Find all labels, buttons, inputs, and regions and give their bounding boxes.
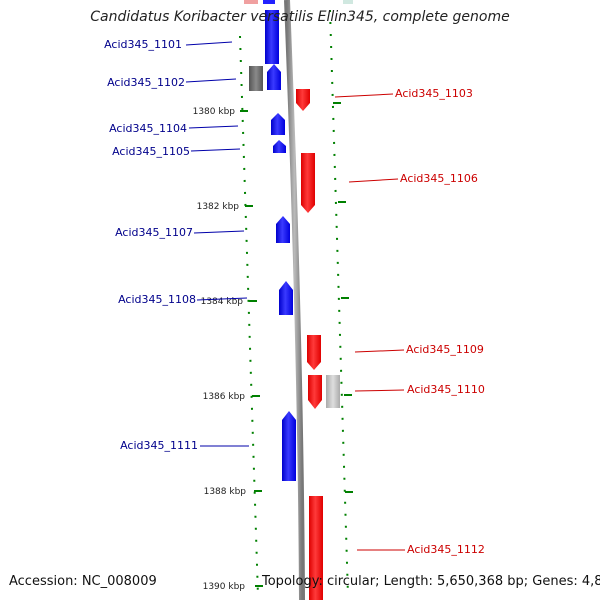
gene-arrow-acid345-1105[interactable] (273, 140, 286, 153)
leader-line (348, 178, 399, 183)
scale-label: 1380 kbp (193, 107, 236, 117)
clipped-gene-top-blue (263, 0, 275, 4)
tick-track-left (239, 35, 259, 597)
leader-line (334, 93, 394, 98)
gene-arrow-acid345-1104[interactable] (271, 113, 285, 135)
gene-arrow-acid345-1106[interactable] (301, 153, 315, 213)
gene-label[interactable]: Acid345_1102 (107, 76, 185, 89)
gene-label[interactable]: Acid345_1109 (406, 343, 484, 356)
clipped-gene-top-red (244, 0, 258, 4)
gene-arrow-acid345-1108[interactable] (279, 281, 293, 315)
leader-line (185, 78, 237, 83)
gene-arrow-acid345-1102[interactable] (267, 64, 281, 90)
gene-arrow-acid345-1112[interactable] (309, 496, 323, 600)
leader-line (354, 389, 405, 392)
scale-label: 1390 kbp (203, 582, 246, 592)
leader-line (193, 230, 245, 234)
gene-label[interactable]: Acid345_1106 (400, 172, 478, 185)
accession-info: Accession: NC_008009 (9, 574, 157, 589)
gene-label[interactable]: Acid345_1103 (395, 87, 473, 100)
reverse-strand-genes (296, 89, 340, 600)
gene-label[interactable]: Acid345_1111 (120, 439, 198, 452)
genome-title: Candidatus Koribacter versatilis Ellin34… (90, 9, 510, 25)
gene-arrow-acid345-1111[interactable] (282, 411, 296, 481)
gene-arrow-acid345-1107[interactable] (276, 216, 290, 243)
gene-arrow-acid345-1103[interactable] (296, 89, 310, 111)
leader-line (188, 125, 239, 129)
leader-line (354, 349, 405, 353)
scale-label: 1386 kbp (203, 392, 246, 402)
gene-arrow-acid345-1109[interactable] (307, 335, 321, 370)
scale-label: 1384 kbp (201, 297, 244, 307)
genome-backbone (284, 0, 305, 600)
gene-label[interactable]: Acid345_1104 (109, 122, 187, 135)
leader-line (185, 41, 233, 46)
gene-arrow-acid345-1110[interactable] (308, 375, 322, 409)
pseudo-gene-acid345-1102[interactable] (249, 66, 263, 91)
label-leaders (185, 41, 405, 551)
gene-label[interactable]: Acid345_1108 (118, 293, 196, 306)
pseudo-gene-acid345-1110[interactable] (326, 375, 340, 408)
clipped-gene-top-light (343, 0, 353, 4)
scale-ticks (240, 102, 353, 587)
tick-track-right (329, 9, 349, 597)
scale-label: 1382 kbp (197, 202, 240, 212)
gene-label[interactable]: Acid345_1112 (407, 543, 485, 556)
gene-label[interactable]: Acid345_1105 (112, 145, 190, 158)
gene-label[interactable]: Acid345_1107 (115, 226, 193, 239)
gene-label[interactable]: Acid345_1101 (104, 38, 182, 51)
scale-label: 1388 kbp (204, 487, 247, 497)
gene-arrow-acid345-1101[interactable] (265, 10, 279, 64)
forward-strand-genes (249, 10, 296, 481)
leader-line (196, 297, 248, 301)
gene-label[interactable]: Acid345_1110 (407, 383, 485, 396)
leader-line (190, 148, 241, 152)
scale-labels: 1380 kbp 1382 kbp 1384 kbp 1386 kbp 1388… (193, 107, 247, 592)
tick-track (239, 9, 349, 597)
gene-labels: Acid345_1101 Acid345_1102 Acid345_1103 A… (104, 38, 485, 556)
topology-info: Topology: circular; Length: 5,650,368 bp… (262, 574, 600, 589)
